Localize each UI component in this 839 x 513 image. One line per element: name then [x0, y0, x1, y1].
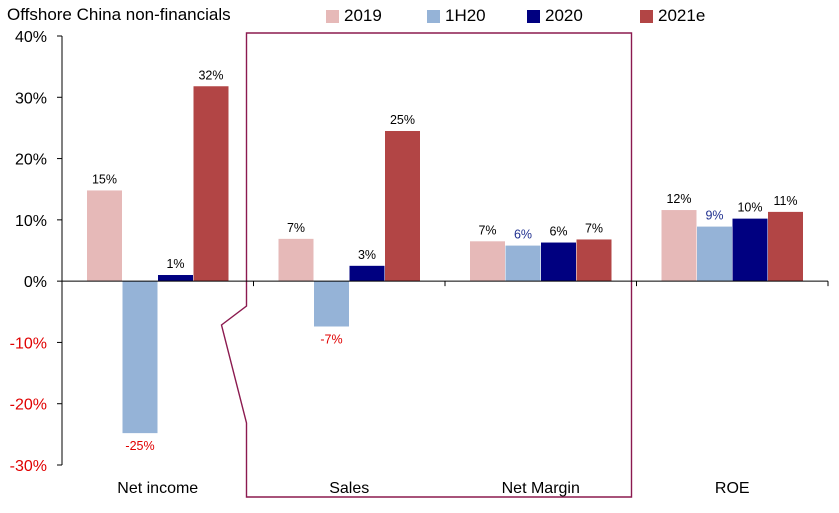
legend-swatch-1h20	[427, 9, 440, 23]
legend-swatch-2019	[326, 9, 339, 23]
x-category-label: Net income	[117, 480, 198, 497]
x-category-label: Sales	[329, 480, 369, 497]
bar-2019-sales	[278, 238, 314, 282]
bar-2020-net-margin	[541, 242, 576, 282]
bar-1h20-net-margin	[505, 245, 541, 282]
legend-label-2021e: 2021e	[658, 6, 706, 25]
bar-2020-roe	[732, 218, 768, 282]
bar-2019-net-income	[87, 190, 122, 282]
y-tick-label: 10%	[15, 213, 47, 230]
data-label: -7%	[320, 332, 342, 346]
legend-label-2020: 2020	[545, 6, 583, 25]
data-label: 25%	[390, 113, 415, 127]
data-label: 10%	[737, 201, 762, 215]
y-tick-label: 40%	[15, 29, 47, 46]
data-label: 12%	[666, 192, 691, 206]
legend-swatch-2021e	[640, 9, 653, 23]
bar-2021e-net-income	[193, 86, 229, 282]
bar-1h20-roe	[697, 226, 732, 282]
x-category-label: ROE	[715, 480, 750, 497]
bar-2019-net-margin	[470, 241, 505, 282]
legend-label-2019: 2019	[344, 6, 382, 25]
legend-label-1h20: 1H20	[445, 6, 486, 25]
legend-item-1h20: 1H20	[427, 6, 486, 26]
bar-2020-sales	[349, 265, 385, 282]
bar-2020-net-income	[158, 275, 193, 282]
highlight-box	[220, 32, 633, 498]
y-tick-label: 0%	[24, 274, 47, 291]
bar-1h20-net-income	[122, 281, 158, 434]
chart-title: Offshore China non-financials	[7, 5, 231, 24]
data-label: 6%	[549, 225, 567, 239]
data-label: 9%	[705, 209, 723, 223]
data-label: 15%	[92, 172, 117, 186]
data-label: 6%	[514, 228, 532, 242]
data-label: 1%	[166, 257, 184, 271]
bar-2021e-sales	[385, 130, 420, 282]
data-label: 3%	[358, 248, 376, 262]
data-label: 11%	[773, 194, 797, 208]
data-label: 32%	[198, 68, 223, 82]
y-tick-label: 20%	[15, 152, 47, 169]
bar-2021e-roe	[768, 211, 803, 282]
legend-item-2019: 2019	[326, 6, 382, 26]
bar-1h20-sales	[314, 281, 349, 327]
x-category-label: Net Margin	[502, 480, 580, 497]
legend-item-2021e: 2021e	[640, 6, 705, 26]
y-tick-label: -10%	[10, 335, 47, 352]
bar-2019-roe	[661, 210, 697, 282]
data-label: -25%	[125, 439, 154, 453]
y-tick-label: -20%	[10, 397, 47, 414]
data-label: 7%	[478, 223, 496, 237]
legend-swatch-2020	[527, 9, 540, 23]
data-label: 7%	[585, 221, 603, 235]
bar-2021e-net-margin	[576, 239, 612, 282]
y-tick-label: 30%	[15, 90, 47, 107]
legend-item-2020: 2020	[527, 6, 583, 26]
data-label: 7%	[287, 221, 305, 235]
y-tick-label: -30%	[10, 458, 47, 475]
